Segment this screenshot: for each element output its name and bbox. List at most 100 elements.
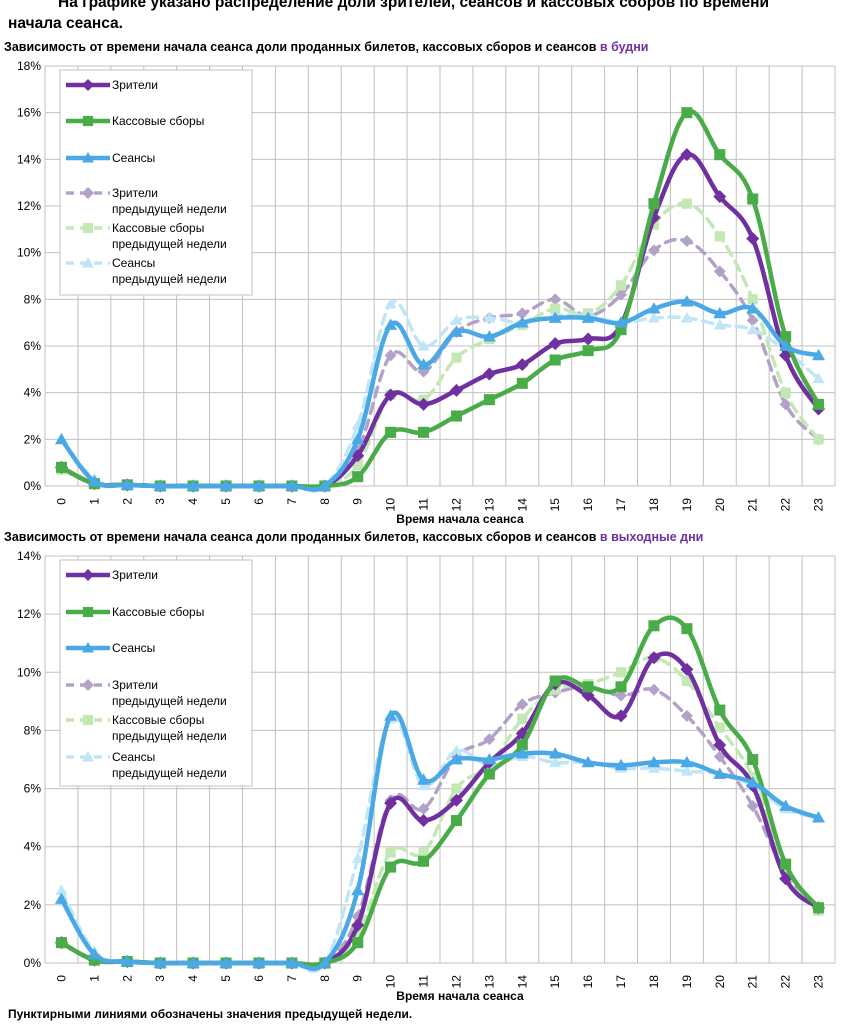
weekends-data-point xyxy=(647,762,660,773)
weekends-data-point xyxy=(351,918,365,932)
weekends-legend-marker xyxy=(82,642,94,653)
weekends-legend-label: Кассовые сборы xyxy=(112,605,204,619)
weekends-legend-label: Зрители xyxy=(112,678,158,692)
weekdays-data-point xyxy=(812,348,826,361)
weekdays-legend-label: Кассовые сборы xyxy=(112,114,204,128)
chart-weekends-title-main: Зависимость от времени начала сеанса дол… xyxy=(4,530,597,544)
weekends-x-tick-label: 19 xyxy=(680,975,694,989)
weekdays-data-point xyxy=(450,410,462,422)
weekdays-data-point xyxy=(615,280,627,291)
weekends-x-tick-label: 16 xyxy=(581,975,595,989)
weekends-data-point xyxy=(252,956,266,968)
weekends-data-point xyxy=(615,667,627,678)
weekends-data-point xyxy=(285,956,299,968)
weekdays-data-point xyxy=(285,479,299,491)
weekdays-data-point xyxy=(515,358,529,372)
weekends-x-tick-label: 7 xyxy=(285,975,299,982)
weekdays-data-point xyxy=(780,387,791,398)
weekdays-data-point xyxy=(714,231,725,242)
chart-weekends-title: Зависимость от времени начала сеанса дол… xyxy=(4,530,703,544)
weekdays-data-point xyxy=(680,295,694,307)
weekdays-data-point xyxy=(548,311,562,323)
weekdays-data-point xyxy=(812,372,825,384)
weekdays-x-tick-label: 23 xyxy=(812,498,826,512)
weekends-data-point xyxy=(88,954,100,966)
weekdays-legend-label: предыдущей недели xyxy=(112,272,227,286)
weekends-data-point xyxy=(648,620,660,632)
weekdays-x-tick-label: 0 xyxy=(54,498,68,505)
weekends-data-point xyxy=(780,858,792,870)
weekdays-data-point xyxy=(713,265,726,278)
weekdays-data-point xyxy=(647,312,660,323)
weekdays-x-tick-label: 7 xyxy=(285,498,299,505)
weekdays-data-point xyxy=(384,388,398,402)
weekdays-data-point xyxy=(680,235,693,247)
weekdays-data-point xyxy=(714,149,726,161)
weekends-data-point xyxy=(548,747,562,759)
weekends-data-point xyxy=(482,753,496,765)
weekdays-data-point xyxy=(548,337,562,351)
weekends-y-tick-label: 4% xyxy=(24,840,42,854)
weekends-data-point xyxy=(713,767,727,779)
weekdays-data-point xyxy=(581,311,595,323)
weekends-data-point xyxy=(615,681,627,693)
weekdays-x-tick-label: 5 xyxy=(219,498,233,505)
weekdays-data-point xyxy=(451,352,462,363)
weekends-x-tick-label: 18 xyxy=(647,975,661,989)
weekdays-x-tick-label: 11 xyxy=(417,498,431,511)
weekdays-y-tick-label: 16% xyxy=(17,106,41,120)
weekdays-data-point xyxy=(681,107,693,119)
weekends-y-tick-label: 12% xyxy=(17,607,41,621)
weekends-legend-marker xyxy=(82,606,94,618)
weekends-x-tick-label: 5 xyxy=(219,975,233,982)
weekdays-data-point xyxy=(747,294,758,305)
weekends-y-tick-label: 6% xyxy=(24,782,42,796)
weekdays-data-point xyxy=(120,478,134,490)
weekends-data-point xyxy=(746,776,760,788)
weekends-data-point xyxy=(516,698,529,711)
weekends-legend-marker xyxy=(82,569,94,581)
weekends-x-tick-label: 6 xyxy=(252,975,266,982)
weekends-data-point xyxy=(418,847,429,858)
weekdays-data-point xyxy=(614,316,628,328)
weekdays-data-point xyxy=(483,312,496,323)
weekdays-x-tick-label: 3 xyxy=(153,498,167,505)
weekdays-x-tick-label: 4 xyxy=(186,498,200,505)
weekends-x-tick-label: 20 xyxy=(713,975,727,989)
weekends-legend-label: Сеансы xyxy=(112,641,155,655)
footnote: Пунктирными линиями обозначены значения … xyxy=(8,1007,413,1021)
weekends-data-point xyxy=(812,811,826,823)
weekends-x-axis-label: Время начала сеанса xyxy=(396,989,524,1003)
weekends-data-point xyxy=(647,755,661,768)
weekends-data-point xyxy=(680,765,693,776)
weekends-data-point xyxy=(680,709,693,722)
weekdays-y-tick-label: 6% xyxy=(24,339,42,353)
chart-weekdays-title-highlight: в будни xyxy=(599,40,649,54)
weekdays-data-point xyxy=(384,318,398,330)
weekends-x-tick-label: 12 xyxy=(449,975,463,989)
weekdays-x-tick-label: 15 xyxy=(548,498,562,512)
weekdays-data-point xyxy=(647,302,661,314)
weekdays-data-point xyxy=(648,219,660,230)
weekdays-data-point xyxy=(417,397,431,411)
weekdays-data-point xyxy=(747,193,759,205)
weekdays-x-tick-label: 22 xyxy=(779,498,793,512)
weekends-y-tick-label: 14% xyxy=(17,549,41,563)
weekends-data-point xyxy=(417,814,431,828)
weekends-data-point xyxy=(483,768,495,780)
weekends-y-tick-label: 2% xyxy=(24,898,42,912)
weekends-y-tick-label: 10% xyxy=(17,665,41,679)
weekdays-data-point xyxy=(746,323,759,335)
weekdays-data-point xyxy=(385,426,397,438)
weekends-data-point xyxy=(153,956,167,968)
weekends-legend: Зрители Кассовые сборы Сеансы Зрители предыд… xyxy=(59,559,253,787)
weekdays-data-point xyxy=(647,244,660,257)
weekdays-data-point xyxy=(351,449,365,463)
weekends-data-point xyxy=(516,739,528,751)
weekdays-data-point xyxy=(746,314,759,327)
intro-text: На графике указано распределение доли зр… xyxy=(0,0,855,34)
weekdays-data-point xyxy=(549,293,562,306)
chart-weekends-title-highlight: в выходные дни xyxy=(599,530,704,544)
weekdays-data-point xyxy=(318,479,332,491)
weekends-data-point xyxy=(615,689,628,702)
